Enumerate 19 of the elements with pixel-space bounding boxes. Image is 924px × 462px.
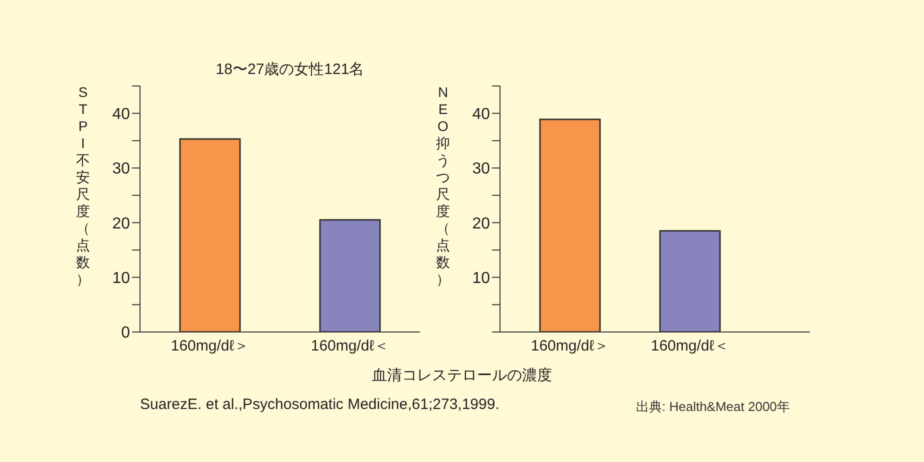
chart-title: 18〜27歳の女性121名 [214, 60, 366, 79]
y-tick-label: 0 [121, 324, 130, 342]
x-tick-label: 160mg/dℓ＜ [310, 338, 390, 355]
x-tick-label: 160mg/dℓ＜ [650, 338, 730, 355]
text: NEO抑うつ尺度（点数） [436, 84, 450, 287]
x-axis-title: 血清コレステロールの濃度 [371, 366, 553, 385]
y-tick-label: 30 [112, 160, 130, 178]
y-tick-label: 30 [472, 160, 490, 178]
y-tick-label: 20 [112, 215, 130, 232]
x-tick-label: 160mg/dℓ＞ [170, 338, 250, 355]
y-tick-label: 40 [112, 106, 130, 124]
y-tick-label: 10 [112, 270, 130, 288]
y-tick-label: 20 [472, 215, 490, 232]
y-tick-label: 40 [472, 106, 490, 124]
text: STPI不安尺度（点数） [76, 84, 90, 287]
x-tick-label: 160mg/dℓ＞ [530, 338, 610, 355]
source-note: 出典: Health&Meat 2000年 [636, 398, 790, 416]
y-tick-label: 10 [472, 270, 490, 288]
text: SuarezE. et al.,Psychosomatic Medicine,61;273,1999. [140, 396, 500, 413]
